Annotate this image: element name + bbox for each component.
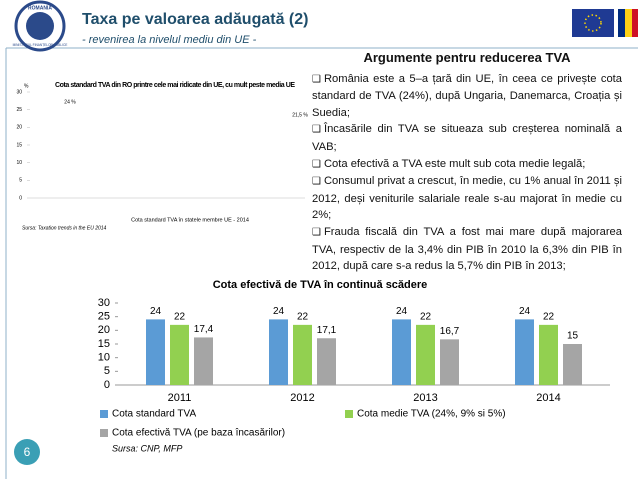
y-tick-label: 10 bbox=[98, 352, 110, 364]
source: Sursa: Taxation trends in the EU 2014 bbox=[22, 225, 107, 231]
value-label: 24 bbox=[396, 306, 408, 317]
value-label: 24 bbox=[519, 306, 531, 317]
arguments-heading: Argumente pentru reducerea TVA bbox=[363, 50, 571, 65]
y-tick-label: 30 bbox=[98, 297, 110, 309]
x-tick-label: 2013 bbox=[413, 392, 437, 404]
argument: ❑ România este a 5–a țară din UE, în ceea… bbox=[312, 71, 622, 122]
arguments: Argumente pentru reducerea TVA ❑ România … bbox=[312, 50, 622, 275]
eu-flag bbox=[572, 9, 614, 37]
annotation: 24 % bbox=[64, 99, 76, 105]
x-axis-label: Cota standard TVA în statele membre UE -… bbox=[131, 217, 249, 223]
logo-top: ROMANIA bbox=[28, 5, 52, 11]
y-tick-label: 25 bbox=[98, 311, 110, 323]
logo-bottom: MINISTERUL FINANȚELOR PUBLICE bbox=[13, 43, 68, 47]
logo-emblem bbox=[26, 12, 54, 40]
y-tick-label: 5 bbox=[19, 178, 22, 184]
ro-flag-blue bbox=[618, 9, 625, 37]
bar bbox=[317, 338, 336, 385]
page-number: 6 bbox=[24, 445, 31, 459]
bar bbox=[170, 324, 189, 385]
legend-label: Cota standard TVA bbox=[112, 409, 196, 420]
argument: ❑ Cota efectivă a TVA este mult sub cota … bbox=[312, 156, 622, 174]
chart-title: Cota standard TVA din RO printre cele ma… bbox=[55, 82, 295, 89]
bullet: ❑ bbox=[312, 73, 321, 85]
bar bbox=[539, 324, 558, 385]
bullet: ❑ bbox=[312, 158, 321, 170]
value-label: 17,1 bbox=[317, 325, 337, 336]
bullet: ❑ bbox=[312, 124, 321, 136]
argument: ❑ Consumul privat a crescut, în medie, cu… bbox=[312, 173, 622, 224]
argument: ❑ Frauda fiscală din TVA a fost mai mare … bbox=[312, 224, 622, 275]
x-tick-label: 2012 bbox=[290, 392, 314, 404]
legend-swatch bbox=[100, 429, 108, 437]
y-tick-label: 5 bbox=[104, 365, 110, 377]
legend-label: Cota efectivă TVA (pe baza încasărilor) bbox=[112, 428, 285, 439]
chart-title: Cota efectivă de TVA în continuă scădere bbox=[213, 279, 428, 291]
annotation: 21,5 % bbox=[292, 112, 308, 118]
value-label: 24 bbox=[273, 306, 285, 317]
bar bbox=[416, 324, 435, 385]
subtitle: - revenirea la nivelul mediu din UE - bbox=[82, 34, 257, 46]
x-tick-label: 2011 bbox=[168, 392, 192, 404]
page-number-badge bbox=[14, 439, 40, 465]
bar bbox=[146, 319, 165, 385]
value-label: 22 bbox=[174, 312, 186, 323]
bar bbox=[293, 324, 312, 385]
y-axis-label: % bbox=[24, 83, 29, 89]
value-label: 22 bbox=[297, 312, 309, 323]
y-tick-label: 0 bbox=[19, 195, 22, 201]
value-label: 22 bbox=[543, 312, 555, 323]
value-label: 22 bbox=[420, 312, 432, 323]
y-tick-label: 15 bbox=[16, 142, 22, 148]
value-label: 17,4 bbox=[194, 324, 214, 335]
bar bbox=[392, 319, 411, 385]
bullet: ❑ bbox=[312, 176, 321, 188]
legend-label: Cota medie TVA (24%, 9% si 5%) bbox=[357, 409, 506, 420]
source: Sursa: CNP, MFP bbox=[112, 443, 182, 453]
eu-stars bbox=[584, 14, 602, 32]
y-tick-label: 0 bbox=[104, 379, 110, 391]
y-tick-label: 10 bbox=[16, 160, 22, 166]
bar bbox=[269, 319, 288, 385]
bar bbox=[515, 319, 534, 385]
ro-flag-red bbox=[632, 9, 638, 37]
legend-swatch bbox=[345, 410, 353, 418]
y-tick-label: 30 bbox=[16, 89, 22, 95]
value-label: 16,7 bbox=[440, 326, 460, 337]
argument-text: Frauda fiscală din TVA a fost mai mare d… bbox=[312, 225, 622, 273]
y-tick-label: 20 bbox=[98, 324, 110, 336]
bullet: ❑ bbox=[312, 226, 321, 238]
y-tick-label: 20 bbox=[16, 125, 22, 131]
value-label: 24 bbox=[150, 306, 162, 317]
x-tick-label: 2014 bbox=[536, 392, 560, 404]
bar bbox=[194, 337, 213, 385]
bar bbox=[440, 339, 459, 385]
legend-swatch bbox=[100, 410, 108, 418]
argument-text: Consumul privat a crescut, în medie, cu … bbox=[312, 175, 622, 222]
argument: ❑ Încasările din TVA se situeaza sub creș… bbox=[312, 121, 622, 155]
argument-text: Încasările din TVA se situeaza sub creșt… bbox=[312, 123, 622, 153]
ro-flag-yellow bbox=[625, 9, 632, 37]
value-label: 15 bbox=[567, 331, 579, 342]
title: Taxa pe valoarea adăugată (2) bbox=[82, 11, 308, 28]
bar bbox=[563, 344, 582, 385]
argument-text: România este a 5–a țară din UE, în ceea … bbox=[312, 72, 622, 119]
y-tick-label: 15 bbox=[98, 338, 110, 350]
y-tick-label: 25 bbox=[16, 107, 22, 113]
argument-text: Cota efectivă a TVA este mult sub cota m… bbox=[323, 157, 586, 170]
